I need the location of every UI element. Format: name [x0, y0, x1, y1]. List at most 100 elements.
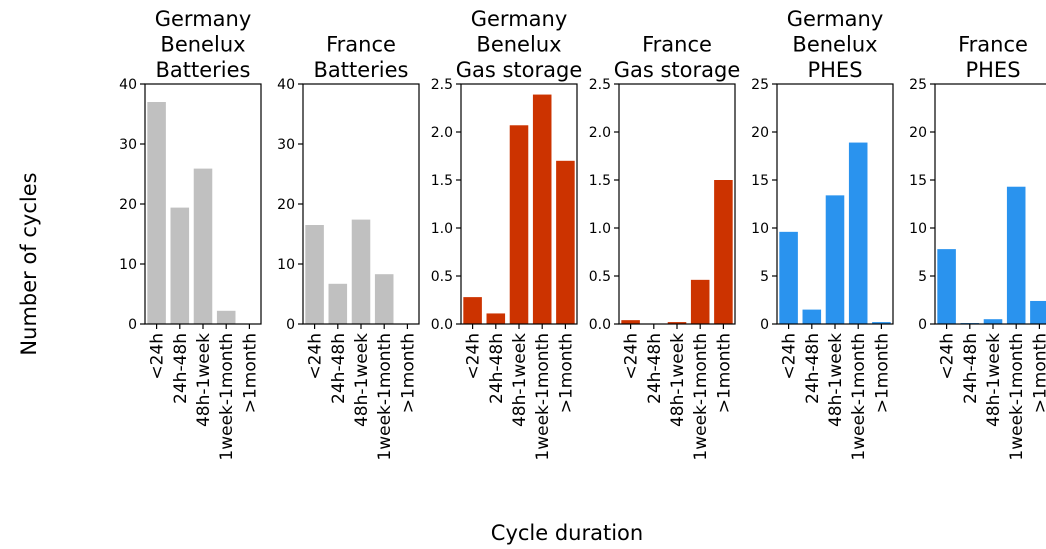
y-tick-label: 20: [751, 125, 769, 141]
x-tick-label: 24h-48h: [171, 333, 191, 404]
bar: [872, 322, 891, 324]
x-tick-label: <24h: [780, 333, 800, 380]
bar: [193, 168, 213, 324]
chart-title: Benelux: [160, 33, 245, 57]
y-tick-label: 5: [918, 269, 927, 285]
bar: [825, 195, 845, 324]
y-tick-label: 0.5: [589, 269, 611, 285]
x-tick-label: <24h: [148, 333, 168, 380]
y-tick-label: 15: [909, 173, 927, 189]
y-tick-label: 0: [128, 317, 137, 333]
x-tick-label: <24h: [938, 333, 958, 380]
bar: [667, 322, 687, 324]
x-tick-label: <24h: [622, 333, 642, 380]
y-tick-label: 1.0: [431, 221, 453, 237]
x-tick-label: 1week-1month: [1007, 333, 1027, 461]
chart-title: France: [958, 33, 1028, 57]
y-tick-label: 5: [760, 269, 769, 285]
y-tick-label: 2.0: [589, 125, 611, 141]
y-tick-label: 1.0: [589, 221, 611, 237]
x-tick-label: >1month: [398, 333, 418, 413]
y-tick-label: 20: [119, 197, 137, 213]
y-tick-label: 2.5: [431, 77, 453, 93]
bar: [463, 297, 482, 324]
chart-panel: 0 5 10 15 20 25 <24h 24h-48h 48h-1week 1week-1mon…: [909, 33, 1046, 461]
x-tick-label: <24h: [306, 333, 326, 380]
y-tick-label: 40: [119, 77, 137, 93]
y-tick-label: 1.5: [589, 173, 611, 189]
y-tick-label: 2.0: [431, 125, 453, 141]
y-tick-label: 30: [277, 137, 295, 153]
chart-title: Batteries: [314, 58, 409, 82]
chart-panel: 0 10 20 30 40 <24h 24h-48h 48h-1week 1week-1mont…: [119, 7, 262, 461]
y-tick-label: 10: [751, 221, 769, 237]
y-tick-label: 0.0: [589, 317, 611, 333]
chart-title: Germany: [155, 7, 252, 31]
x-tick-label: 24h-48h: [329, 333, 349, 404]
y-tick-label: 25: [751, 77, 769, 93]
y-tick-label: 15: [751, 173, 769, 189]
bar: [486, 313, 506, 324]
x-tick-label: 48h-1week: [510, 333, 530, 427]
bar: [983, 319, 1003, 324]
x-tick-label: 48h-1week: [352, 333, 372, 427]
x-tick-label: 1week-1month: [375, 333, 395, 461]
x-axis-label: Cycle duration: [491, 521, 643, 545]
x-tick-label: 1week-1month: [691, 333, 711, 461]
x-tick-label: >1month: [1030, 333, 1046, 413]
chart-title: Germany: [787, 7, 884, 31]
y-tick-label: 20: [909, 125, 927, 141]
y-tick-label: 1.5: [431, 173, 453, 189]
bar: [848, 142, 868, 324]
chart-title: Gas storage: [614, 58, 741, 82]
bar: [690, 279, 710, 324]
bar: [1030, 300, 1046, 324]
x-tick-label: >1month: [556, 333, 576, 413]
y-tick-label: 0.5: [431, 269, 453, 285]
chart-title: Benelux: [792, 33, 877, 57]
bar: [532, 94, 552, 324]
x-tick-label: 24h-48h: [645, 333, 665, 404]
chart-title: Germany: [471, 7, 568, 31]
y-tick-label: 30: [119, 137, 137, 153]
x-tick-label: 48h-1week: [194, 333, 214, 427]
y-tick-label: 0.0: [431, 317, 453, 333]
x-tick-label: 1week-1month: [849, 333, 869, 461]
chart-title: Batteries: [156, 58, 251, 82]
chart-panel: 0.0 0.5 1.0 1.5 2.0 2.5 <24h 24h-48h 48h-1week 1w…: [431, 7, 583, 461]
bar: [509, 125, 529, 324]
x-tick-label: 48h-1week: [826, 333, 846, 427]
bar: [328, 283, 348, 324]
x-tick-label: >1month: [240, 333, 260, 413]
chart-title: Benelux: [476, 33, 561, 57]
x-tick-label: 24h-48h: [487, 333, 507, 404]
x-tick-label: >1month: [714, 333, 734, 413]
x-tick-label: 48h-1week: [984, 333, 1004, 427]
chart-title: France: [642, 33, 712, 57]
y-tick-label: 10: [119, 257, 137, 273]
x-tick-label: 1week-1month: [217, 333, 237, 461]
bar: [556, 160, 575, 324]
y-tick-label: 10: [277, 257, 295, 273]
y-tick-label: 10: [909, 221, 927, 237]
y-tick-label: 2.5: [589, 77, 611, 93]
chart-panel: 0 10 20 30 40 <24h 24h-48h 48h-1week 1week-1mont…: [277, 33, 420, 461]
bar: [1006, 186, 1026, 324]
y-tick-label: 0: [760, 317, 769, 333]
bar: [351, 219, 371, 324]
chart-title: France: [326, 33, 396, 57]
bar: [714, 180, 733, 324]
y-tick-label: 40: [277, 77, 295, 93]
bar: [779, 231, 798, 324]
y-tick-label: 0: [286, 317, 295, 333]
y-axis-label: Number of cycles: [17, 172, 41, 355]
bar: [170, 207, 190, 324]
y-tick-label: 0: [918, 317, 927, 333]
bar: [937, 249, 956, 324]
x-tick-label: >1month: [872, 333, 892, 413]
y-tick-label: 25: [909, 77, 927, 93]
chart-panel: 0.0 0.5 1.0 1.5 2.0 2.5 <24h 24h-48h 48h-1week 1w…: [589, 33, 741, 461]
x-tick-label: 24h-48h: [803, 333, 823, 404]
